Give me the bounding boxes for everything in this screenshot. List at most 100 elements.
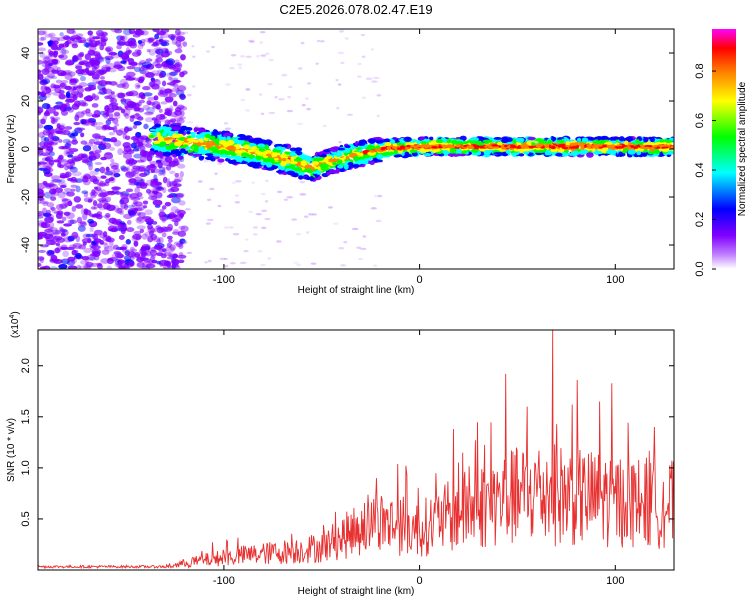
spectrogram-noise-cell bbox=[49, 232, 57, 239]
spectrogram-noise-cell bbox=[110, 97, 118, 104]
spectrogram-noise-cell bbox=[370, 48, 375, 51]
spectrogram-noise-cell bbox=[357, 62, 362, 66]
spectrogram-noise-cell bbox=[116, 39, 121, 45]
spectrogram-noise-cell bbox=[120, 93, 131, 97]
spectrogram-noise-cell bbox=[50, 43, 58, 51]
spectrogram-noise-cell bbox=[288, 85, 293, 89]
spectrogram-signal-cell bbox=[304, 176, 312, 180]
spectrogram-noise-cell bbox=[261, 209, 268, 213]
spectrogram-noise-cell bbox=[287, 95, 291, 99]
spectrogram-noise-cell bbox=[117, 223, 124, 230]
spectrogram-noise-cell bbox=[319, 40, 325, 43]
spectrogram-noise-cell bbox=[206, 50, 211, 53]
spectrogram-signal-cell bbox=[356, 147, 361, 150]
spectrogram-noise-cell bbox=[161, 168, 166, 176]
spectrogram-noise-cell bbox=[49, 241, 57, 246]
spectrogram-signal-cell bbox=[556, 139, 565, 143]
spectrogram-peak-cell bbox=[550, 145, 556, 148]
spectrogram-peak-cell bbox=[487, 145, 493, 149]
spectrogram-signal-cell bbox=[624, 140, 629, 146]
spectrogram-noise-cell bbox=[115, 92, 124, 99]
spectrogram-signal-cell bbox=[375, 139, 384, 144]
spectrogram-noise-cell bbox=[126, 166, 131, 173]
spectrogram-noise-cell bbox=[83, 42, 90, 48]
spectrogram-noise-cell bbox=[152, 199, 163, 206]
spectrogram-signal-cell bbox=[357, 142, 366, 146]
spectrogram-noise-cell bbox=[91, 65, 98, 72]
spectrogram-noise-cell bbox=[376, 114, 380, 118]
snr-x-axis-label: Height of straight line (km) bbox=[298, 586, 415, 597]
spectrogram-noise-cell bbox=[93, 238, 102, 243]
spectrogram-noise-cell bbox=[316, 39, 321, 43]
spectrogram-noise-cell bbox=[178, 116, 186, 120]
spectrogram-signal-cell bbox=[215, 132, 221, 136]
spectrogram-noise-cell bbox=[58, 93, 66, 100]
spectrogram-noise-cell bbox=[44, 33, 54, 38]
spectrogram-noise-cell bbox=[59, 82, 66, 88]
spectrogram-noise-cell bbox=[161, 80, 167, 87]
spectrogram-signal-cell bbox=[594, 150, 600, 155]
spectrogram-noise-cell bbox=[108, 51, 118, 56]
spectrogram-noise-cell bbox=[140, 178, 145, 183]
spectrogram-signal-cell bbox=[460, 151, 467, 155]
spectrogram-noise-cell bbox=[128, 178, 137, 184]
spectrogram-noise-cell bbox=[89, 151, 94, 158]
spectrogram-noise-cell bbox=[173, 160, 180, 166]
spectrogram-noise-cell bbox=[58, 263, 68, 269]
spectrogram-noise-cell bbox=[128, 29, 136, 35]
spectrogram-noise-cell bbox=[79, 101, 87, 107]
spectrogram-signal-cell bbox=[187, 152, 194, 156]
spectrogram-noise-cell bbox=[38, 262, 42, 267]
spectrogram-noise-cell bbox=[100, 189, 107, 194]
spectrogram-signal-cell bbox=[154, 123, 162, 128]
spectrogram-signal-cell bbox=[251, 157, 258, 162]
spectrogram-signal-cell bbox=[442, 142, 447, 146]
x-tick-label: 100 bbox=[606, 575, 624, 587]
spectrogram-noise-cell bbox=[64, 73, 73, 81]
spectrogram-noise-cell bbox=[148, 38, 154, 43]
spectrogram-noise-cell bbox=[100, 31, 108, 36]
spectrogram-noise-cell bbox=[88, 138, 96, 144]
spectrogram-signal-cell bbox=[220, 154, 228, 158]
spectrogram-peak-cell bbox=[434, 144, 440, 147]
spectrogram-signal-cell bbox=[222, 132, 232, 138]
spectrogram-peak-cell bbox=[572, 146, 578, 149]
spectrogram-noise-cell bbox=[158, 36, 164, 42]
spectrogram-noise-cell bbox=[57, 182, 67, 187]
spectrogram-noise-cell bbox=[373, 264, 378, 267]
spectrogram-signal-cell bbox=[409, 149, 418, 153]
spectrogram-noise-cell bbox=[129, 171, 137, 177]
snr-panel: -100 0 100 0.5 1.0 1.5 2.0 Height of straight … bbox=[6, 311, 675, 597]
spectrogram-noise-cell bbox=[145, 188, 152, 194]
spectrogram-noise-cell bbox=[85, 261, 94, 268]
spectrogram-noise-cell bbox=[70, 188, 76, 192]
spectrogram-noise-cell bbox=[66, 146, 72, 151]
spectrogram-noise-cell bbox=[51, 75, 58, 80]
spectrogram-signal-cell bbox=[255, 155, 263, 161]
spectrogram-noise-cell bbox=[47, 227, 58, 232]
spectrogram-signal-cell bbox=[159, 141, 167, 145]
spectrogram-noise-cell bbox=[133, 153, 143, 159]
spectrogram-noise-cell bbox=[110, 172, 119, 179]
spectrogram-noise-cell bbox=[133, 120, 142, 126]
spectrogram-noise-cell bbox=[140, 251, 149, 256]
spectrogram-peak-cell bbox=[399, 145, 405, 149]
spectrogram-noise-cell bbox=[42, 129, 52, 136]
spectrogram-noise-cell bbox=[38, 30, 46, 36]
spectrogram-signal-cell bbox=[329, 146, 339, 153]
spectrogram-noise-cell bbox=[118, 234, 125, 240]
spectrogram-noise-cell bbox=[141, 61, 152, 69]
spectrogram-signal-cell bbox=[289, 161, 298, 165]
spectrogram-noise-cell bbox=[65, 140, 72, 146]
spectrogram-noise-cell bbox=[105, 216, 110, 221]
spectrogram-noise-cell bbox=[53, 105, 63, 111]
spectrogram-noise-cell bbox=[144, 231, 150, 238]
spectrogram-noise-cell bbox=[136, 116, 144, 121]
spectrogram-noise-cell bbox=[44, 75, 54, 80]
spectrogram-noise-cell bbox=[106, 107, 115, 113]
spectrogram-noise-cell bbox=[71, 43, 79, 49]
spectrogram-noise-cell bbox=[76, 57, 83, 61]
spectrogram-noise-cell bbox=[234, 194, 240, 197]
spectrogram-noise-cell bbox=[76, 264, 82, 269]
spectrogram-noise-cell bbox=[217, 204, 222, 208]
